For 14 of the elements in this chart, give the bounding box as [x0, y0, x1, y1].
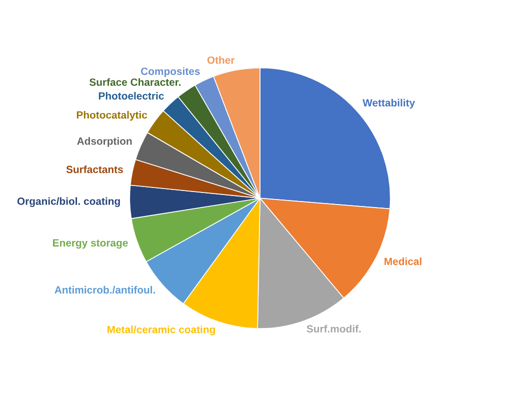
- slice-label: Surfactants: [66, 165, 123, 174]
- slice-label: Metal/ceramic coating: [108, 326, 215, 336]
- slice-label: Energy storage: [53, 239, 128, 249]
- slice-label: Antimicrob./antifoul.: [54, 286, 155, 294]
- slice-label: Other: [207, 56, 235, 64]
- slice-label: Medical: [384, 257, 422, 266]
- slice-label: Surface Character.: [89, 78, 181, 86]
- slice-label: Photocatalytic: [76, 111, 148, 121]
- slice-label: Photoelectric: [98, 92, 164, 100]
- slice-label: Composites: [141, 67, 200, 78]
- slice-label: Wettability: [362, 98, 416, 109]
- slice-label: Surf.modif.: [306, 324, 361, 333]
- slice-label: Adsorption: [77, 137, 132, 147]
- slice-label: Organic/biol. coating: [17, 197, 120, 208]
